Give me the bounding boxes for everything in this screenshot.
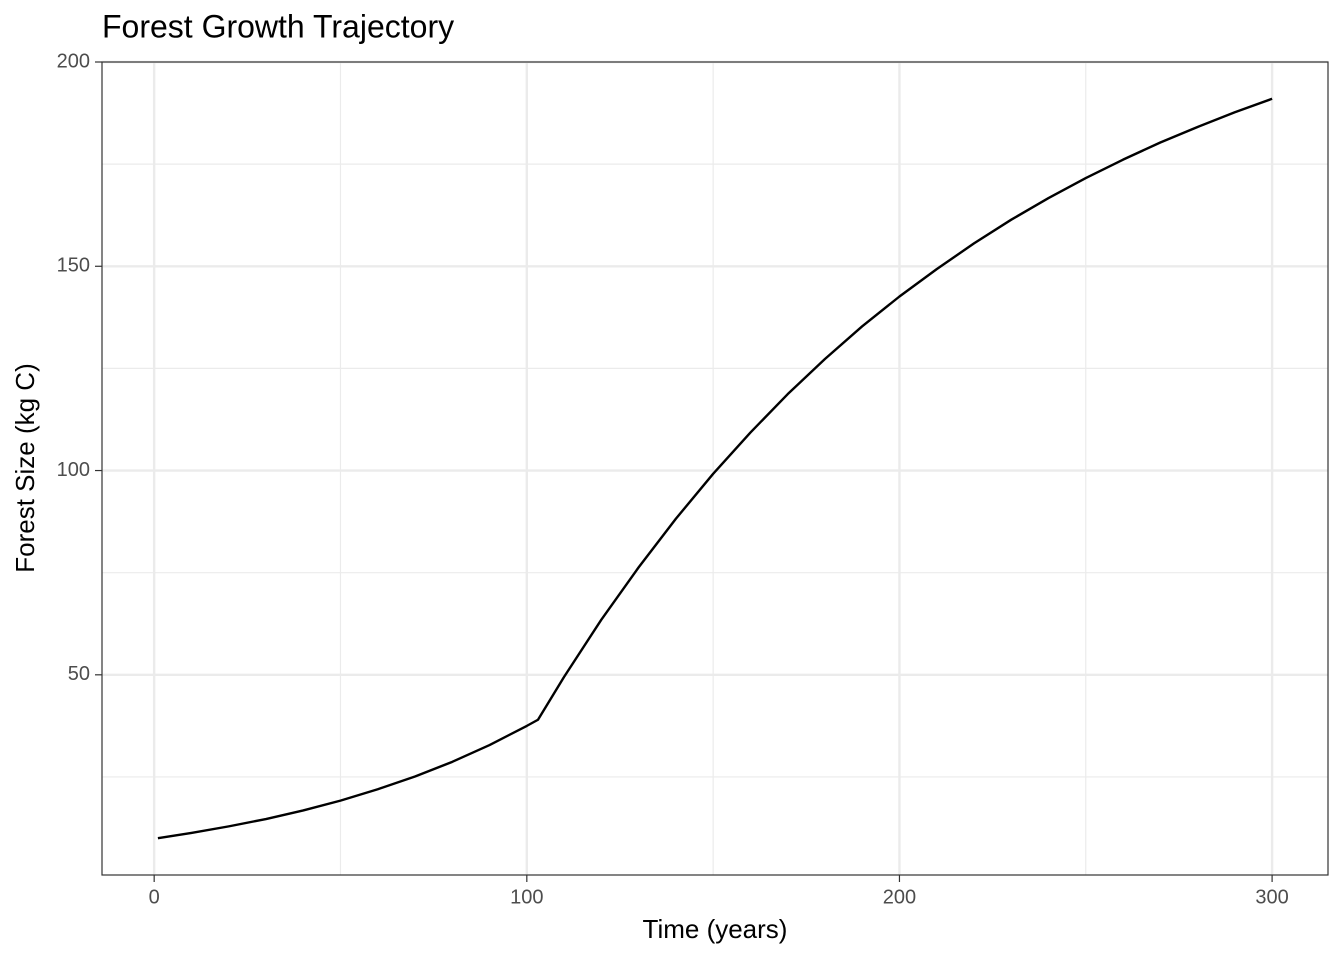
x-axis-title: Time (years) — [643, 914, 788, 944]
y-tick-label: 150 — [57, 255, 90, 277]
y-axis-title: Forest Size (kg C) — [10, 363, 40, 573]
x-tick-label: 0 — [149, 886, 160, 908]
data-line — [157, 97, 1273, 840]
x-tick-label: 300 — [1255, 886, 1288, 908]
x-tick-label: 200 — [883, 886, 916, 908]
y-tick-label: 50 — [68, 663, 90, 685]
y-tick-label: 100 — [57, 459, 90, 481]
y-tick-label: 200 — [57, 50, 90, 72]
x-tick-label: 100 — [510, 886, 543, 908]
panel-border — [101, 61, 1329, 876]
chart-title: Forest Growth Trajectory — [102, 8, 454, 44]
